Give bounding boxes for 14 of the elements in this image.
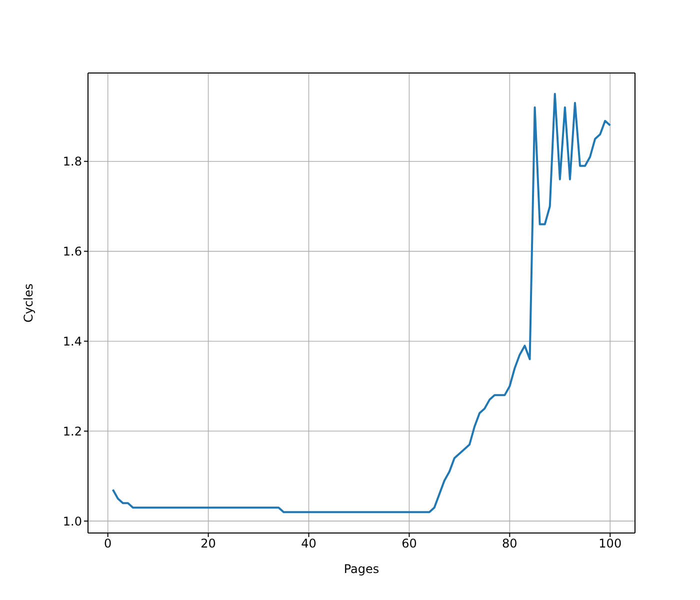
y-tick-label: 1.6 — [62, 244, 82, 259]
x-tick-label: 100 — [598, 536, 622, 551]
y-tick-label: 1.2 — [62, 424, 82, 438]
x-tick-label: 80 — [502, 536, 518, 551]
x-tick-label: 20 — [200, 536, 216, 551]
y-tick-label: 1.0 — [62, 514, 82, 528]
x-axis-title: Pages — [344, 562, 380, 576]
x-tick-label: 60 — [402, 536, 417, 551]
x-tick-label: 0 — [104, 536, 112, 551]
y-axis-title: Cycles — [21, 283, 36, 323]
y-tick-label: 1.8 — [62, 154, 82, 169]
y-tick-label: 1.4 — [62, 334, 82, 348]
x-tick-label: 40 — [301, 536, 316, 551]
line-series — [112, 92, 612, 514]
